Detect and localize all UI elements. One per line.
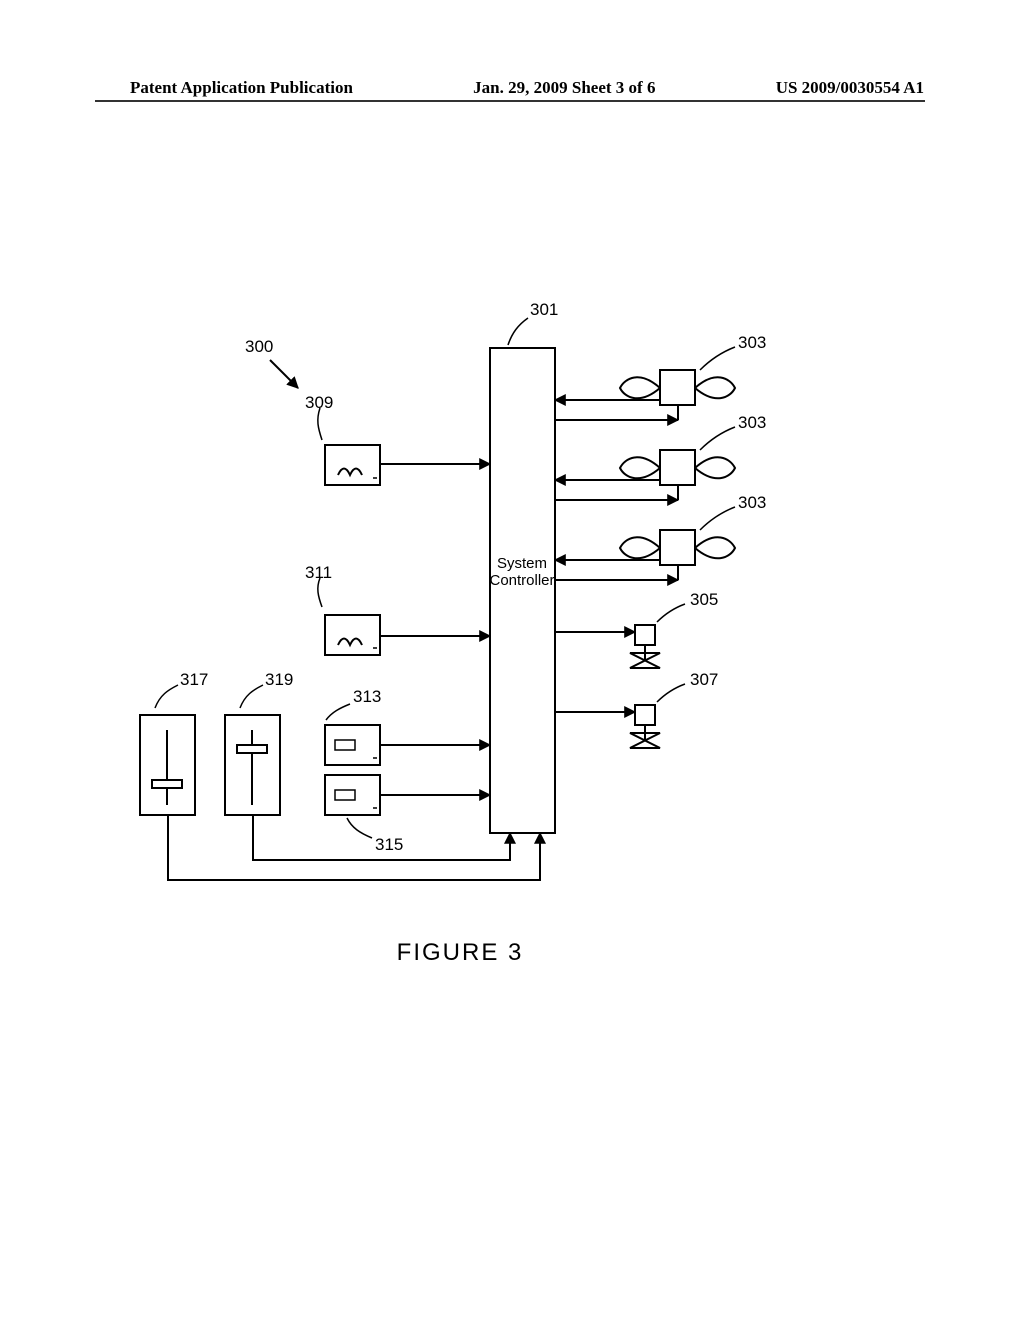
sensor-311-icon (325, 615, 380, 655)
leader-303a (700, 347, 735, 370)
slider-317-icon (140, 715, 195, 815)
leader-301 (508, 318, 528, 345)
label-303c: 303 (738, 493, 766, 512)
label-311: 311 (305, 563, 332, 582)
label-303b: 303 (738, 413, 766, 432)
controller-box (490, 348, 555, 833)
sensor-309-icon (325, 445, 380, 485)
page-header: Patent Application Publication Jan. 29, … (0, 78, 1024, 98)
leader-319 (240, 685, 263, 708)
leader-305 (657, 604, 685, 622)
label-305: 305 (690, 590, 718, 609)
header-left: Patent Application Publication (130, 78, 353, 98)
label-319: 319 (265, 670, 293, 689)
header-center: Jan. 29, 2009 Sheet 3 of 6 (473, 78, 655, 98)
sensor-315-icon (325, 775, 380, 815)
leader-317 (155, 685, 178, 708)
label-317: 317 (180, 670, 208, 689)
leader-303c (700, 507, 735, 530)
label-309: 309 (305, 393, 333, 412)
page: Patent Application Publication Jan. 29, … (0, 0, 1024, 1320)
label-307: 307 (690, 670, 718, 689)
label-301: 301 (530, 300, 558, 319)
header-rule (95, 100, 925, 102)
label-315: 315 (375, 835, 403, 854)
leader-303b (700, 427, 735, 450)
header-right: US 2009/0030554 A1 (776, 78, 924, 98)
controller-label-2: Controller (489, 572, 554, 589)
slider-319-icon (225, 715, 280, 815)
sensor-313-icon (325, 725, 380, 765)
label-300: 300 (245, 337, 273, 356)
leader-315 (347, 818, 372, 838)
leader-309 (318, 408, 322, 440)
figure-title: FIGURE 3 (397, 939, 524, 966)
diagram-svg: System Controller (0, 0, 1024, 1320)
leader-300 (270, 360, 298, 388)
leader-307 (657, 684, 685, 702)
label-303a: 303 (738, 333, 766, 352)
controller-label-1: System (497, 555, 547, 572)
label-313: 313 (353, 687, 381, 706)
leader-311 (318, 578, 322, 607)
leader-313 (326, 704, 350, 720)
conn-317 (168, 815, 540, 880)
